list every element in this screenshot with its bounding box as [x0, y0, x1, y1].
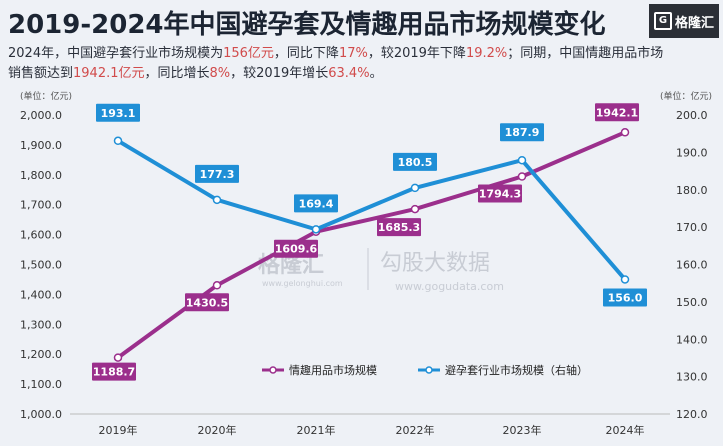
- series-line: [116, 130, 626, 360]
- data-label-biyuntao: 193.1: [101, 107, 136, 120]
- data-label-biyuntao-bg: [603, 288, 647, 307]
- data-point: [113, 353, 123, 362]
- right-tick-label: 130.0: [676, 371, 708, 384]
- data-point: [311, 225, 321, 234]
- summary-highlight: 8%: [209, 66, 231, 81]
- left-tick-label: 2,000.0: [20, 109, 62, 122]
- right-tick-label: 190.0: [676, 146, 708, 159]
- legend-marker: [425, 366, 433, 374]
- data-point: [620, 128, 630, 137]
- data-point: [517, 155, 527, 165]
- summary-text: 。: [369, 66, 383, 81]
- data-label-biyuntao-bg: [294, 194, 338, 213]
- summary-highlight: 19.2%: [465, 46, 508, 61]
- left-tick-label: 1,600.0: [20, 229, 62, 242]
- legend-label: 避孕套行业市场规模（右轴）: [445, 363, 588, 377]
- summary-text: 2024年，中国避孕套行业市场规模为: [8, 46, 224, 61]
- data-label-qingqu: 1430.5: [186, 296, 228, 309]
- series-line: [116, 139, 627, 281]
- left-axis-unit: (单位：亿元): [20, 90, 72, 102]
- left-tick-label: 1,400.0: [20, 288, 62, 301]
- data-label-biyuntao: 169.4: [299, 197, 334, 210]
- series-layer: 1188.7 1430.5 1609.6 1685.3 1794.3 1942.1 193.…: [92, 103, 647, 381]
- data-label-qingqu-bg: [478, 184, 522, 203]
- data-point: [113, 136, 123, 146]
- left-tick-label: 1,700.0: [20, 199, 62, 212]
- legend-label: 情趣用品市场规模: [289, 363, 377, 377]
- summary-text: ，较2019年增长: [230, 66, 329, 81]
- right-tick-label: 180.0: [676, 184, 708, 197]
- data-label-qingqu-bg: [377, 218, 421, 237]
- data-label-qingqu: 1942.1: [596, 106, 638, 119]
- summary-text: ，较2019年下降: [367, 46, 466, 61]
- x-axis: 2019年 2020年 2021年 2022年 2023年 2024年: [99, 423, 645, 437]
- chart-summary: 2024年，中国避孕套行业市场规模为156亿元，同比下降17%，较2019年下降…: [8, 44, 668, 84]
- data-label-qingqu-bg: [595, 103, 639, 122]
- data-label-qingqu-bg: [92, 362, 136, 381]
- right-tick-label: 160.0: [676, 259, 708, 272]
- data-point: [212, 195, 222, 205]
- watermark-partner: 勾股大数据: [380, 251, 490, 276]
- logo-text: 格隆汇: [674, 15, 714, 31]
- watermark-brand-url: www.gelonghui.com: [262, 279, 343, 288]
- logo-g-icon: G: [653, 12, 672, 30]
- right-tick-label: 140.0: [676, 333, 708, 346]
- brand-logo: G 格隆汇: [649, 4, 719, 38]
- data-point: [410, 183, 420, 193]
- legend-marker: [269, 366, 277, 374]
- data-label-biyuntao-bg: [195, 164, 239, 183]
- watermark-partner-url: www.gogudata.com: [395, 280, 504, 293]
- summary-highlight: 17%: [338, 46, 368, 61]
- left-tick-label: 1,900.0: [20, 139, 62, 152]
- right-tick-label: 150.0: [676, 296, 708, 309]
- x-tick-label: 2021年: [297, 423, 336, 437]
- left-tick-label: 1,100.0: [20, 378, 62, 391]
- data-label-qingqu: 1609.6: [275, 243, 318, 256]
- data-label-qingqu-bg: [185, 293, 229, 312]
- x-tick-label: 2019年: [99, 423, 138, 437]
- left-tick-label: 1,500.0: [20, 259, 62, 272]
- left-tick-label: 1,800.0: [20, 169, 62, 182]
- right-axis: 120.0 130.0 140.0 150.0 160.0 170.0 180.0 190.0…: [676, 109, 708, 421]
- right-tick-label: 120.0: [676, 408, 708, 421]
- left-tick-label: 1,300.0: [20, 318, 62, 331]
- data-label-biyuntao-bg: [96, 103, 140, 122]
- x-tick-label: 2023年: [503, 423, 542, 437]
- left-axis: 1,000.0 1,100.0 1,200.0 1,300.0 1,400.0 1,500…: [20, 109, 62, 421]
- watermark: 格隆汇 www.gelonghui.com 勾股大数据 www.gogudata…: [258, 248, 504, 293]
- data-label-qingqu: 1685.3: [378, 221, 420, 234]
- right-tick-label: 170.0: [676, 221, 708, 234]
- data-label-biyuntao: 177.3: [200, 168, 235, 181]
- chart-title: 2019-2024年中国避孕套及情趣用品市场规模变化: [8, 10, 606, 40]
- data-label-qingqu: 1794.3: [479, 188, 521, 201]
- data-label-biyuntao-bg: [393, 152, 437, 171]
- summary-highlight: 156亿元: [223, 46, 274, 61]
- summary-text: ；同期，中国情趣用品市场销售额达到: [8, 46, 664, 81]
- data-label-biyuntao-bg: [500, 123, 544, 142]
- legend: 情趣用品市场规模 避孕套行业市场规模（右轴）: [262, 363, 588, 377]
- data-label-biyuntao: 187.9: [505, 126, 540, 139]
- left-tick-label: 1,200.0: [20, 348, 62, 361]
- data-point: [620, 275, 630, 284]
- x-tick-label: 2020年: [198, 423, 237, 437]
- data-label-qingqu-bg: [274, 239, 318, 258]
- left-tick-label: 1,000.0: [20, 408, 62, 421]
- data-label-qingqu: 1188.7: [93, 366, 135, 379]
- x-tick-label: 2022年: [396, 423, 435, 437]
- summary-text: ，同比增长: [144, 66, 210, 81]
- right-tick-label: 200.0: [676, 109, 708, 122]
- data-label-biyuntao: 156.0: [608, 291, 643, 304]
- summary-highlight: 1942.1亿元: [73, 66, 145, 81]
- x-tick-label: 2024年: [606, 423, 645, 437]
- data-point: [212, 281, 222, 290]
- right-axis-unit: (单位：亿元): [660, 90, 712, 102]
- data-point: [517, 172, 527, 181]
- data-label-biyuntao: 180.5: [398, 156, 433, 169]
- summary-highlight: 63.4%: [328, 66, 370, 81]
- summary-text: ，同比下降: [273, 46, 339, 61]
- data-point: [410, 204, 420, 214]
